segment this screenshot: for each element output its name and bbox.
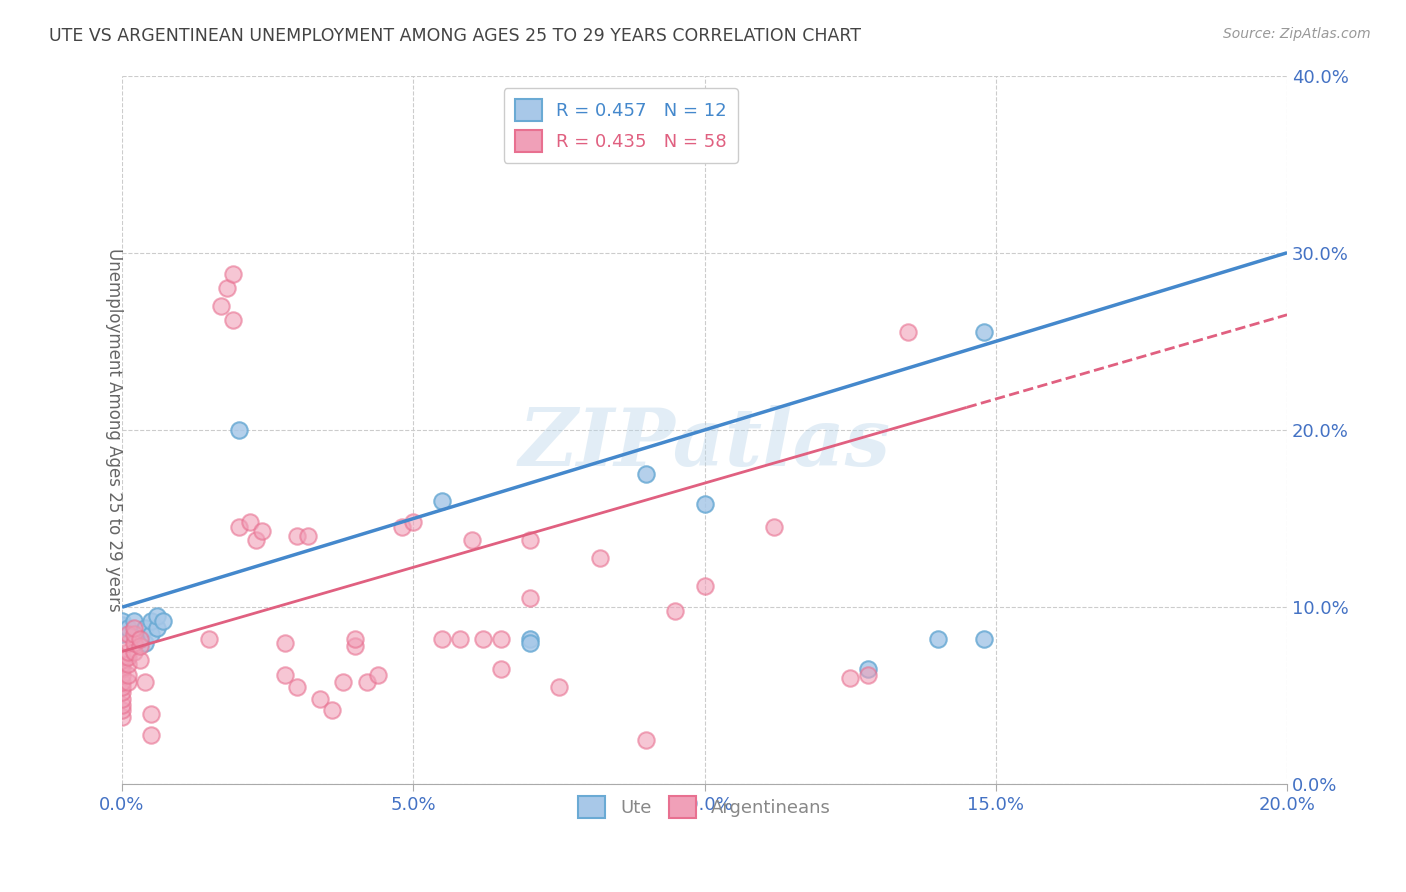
Point: [111, 703, 134, 717]
Point: [285, 529, 308, 543]
Point: [117, 667, 139, 681]
Point: [245, 533, 267, 547]
Point: [128, 639, 150, 653]
Point: [973, 632, 995, 646]
Point: [117, 627, 139, 641]
Point: [897, 326, 920, 340]
Point: [122, 622, 145, 636]
Point: [122, 615, 145, 629]
Point: [122, 644, 145, 658]
Point: [927, 632, 949, 646]
Point: [344, 639, 367, 653]
Point: [856, 667, 879, 681]
Legend: Ute, Argentineans: Ute, Argentineans: [571, 789, 838, 825]
Point: [215, 281, 238, 295]
Text: ZIPatlas: ZIPatlas: [519, 405, 890, 483]
Point: [111, 692, 134, 706]
Point: [489, 632, 512, 646]
Point: [332, 674, 354, 689]
Text: Source: ZipAtlas.com: Source: ZipAtlas.com: [1223, 27, 1371, 41]
Point: [141, 728, 163, 742]
Point: [839, 671, 862, 685]
Point: [973, 326, 995, 340]
Y-axis label: Unemployment Among Ages 25 to 29 years: Unemployment Among Ages 25 to 29 years: [105, 248, 124, 612]
Point: [111, 657, 134, 671]
Point: [111, 674, 134, 689]
Point: [391, 520, 413, 534]
Point: [111, 662, 134, 676]
Point: [460, 533, 482, 547]
Point: [128, 632, 150, 646]
Point: [763, 520, 786, 534]
Point: [111, 618, 134, 632]
Point: [228, 520, 250, 534]
Point: [141, 627, 163, 641]
Point: [111, 710, 134, 724]
Point: [117, 657, 139, 671]
Point: [285, 680, 308, 694]
Point: [111, 649, 134, 664]
Text: UTE VS ARGENTINEAN UNEMPLOYMENT AMONG AGES 25 TO 29 YEARS CORRELATION CHART: UTE VS ARGENTINEAN UNEMPLOYMENT AMONG AG…: [49, 27, 862, 45]
Point: [519, 635, 541, 649]
Point: [141, 706, 163, 721]
Point: [367, 667, 389, 681]
Point: [693, 579, 716, 593]
Point: [128, 653, 150, 667]
Point: [222, 267, 245, 281]
Point: [117, 635, 139, 649]
Point: [449, 632, 471, 646]
Point: [519, 533, 541, 547]
Point: [344, 632, 367, 646]
Point: [356, 674, 378, 689]
Point: [146, 609, 169, 624]
Point: [589, 550, 612, 565]
Point: [548, 680, 571, 694]
Point: [111, 627, 134, 641]
Point: [693, 497, 716, 511]
Point: [297, 529, 319, 543]
Point: [519, 591, 541, 606]
Point: [519, 632, 541, 646]
Point: [111, 680, 134, 694]
Point: [198, 632, 221, 646]
Point: [111, 667, 134, 681]
Point: [117, 622, 139, 636]
Point: [321, 703, 343, 717]
Point: [111, 698, 134, 712]
Point: [402, 515, 425, 529]
Point: [856, 662, 879, 676]
Point: [309, 692, 332, 706]
Point: [432, 632, 454, 646]
Point: [134, 635, 156, 649]
Point: [250, 524, 273, 538]
Point: [122, 635, 145, 649]
Point: [636, 467, 658, 482]
Point: [209, 299, 232, 313]
Point: [274, 635, 297, 649]
Point: [122, 627, 145, 641]
Point: [472, 632, 495, 646]
Point: [146, 622, 169, 636]
Point: [111, 615, 134, 629]
Point: [222, 313, 245, 327]
Point: [117, 644, 139, 658]
Point: [489, 662, 512, 676]
Point: [117, 674, 139, 689]
Point: [664, 604, 686, 618]
Point: [117, 649, 139, 664]
Point: [274, 667, 297, 681]
Point: [134, 674, 156, 689]
Point: [239, 515, 262, 529]
Point: [141, 615, 163, 629]
Point: [228, 423, 250, 437]
Point: [111, 685, 134, 699]
Point: [636, 733, 658, 747]
Point: [152, 615, 174, 629]
Point: [134, 622, 156, 636]
Point: [432, 494, 454, 508]
